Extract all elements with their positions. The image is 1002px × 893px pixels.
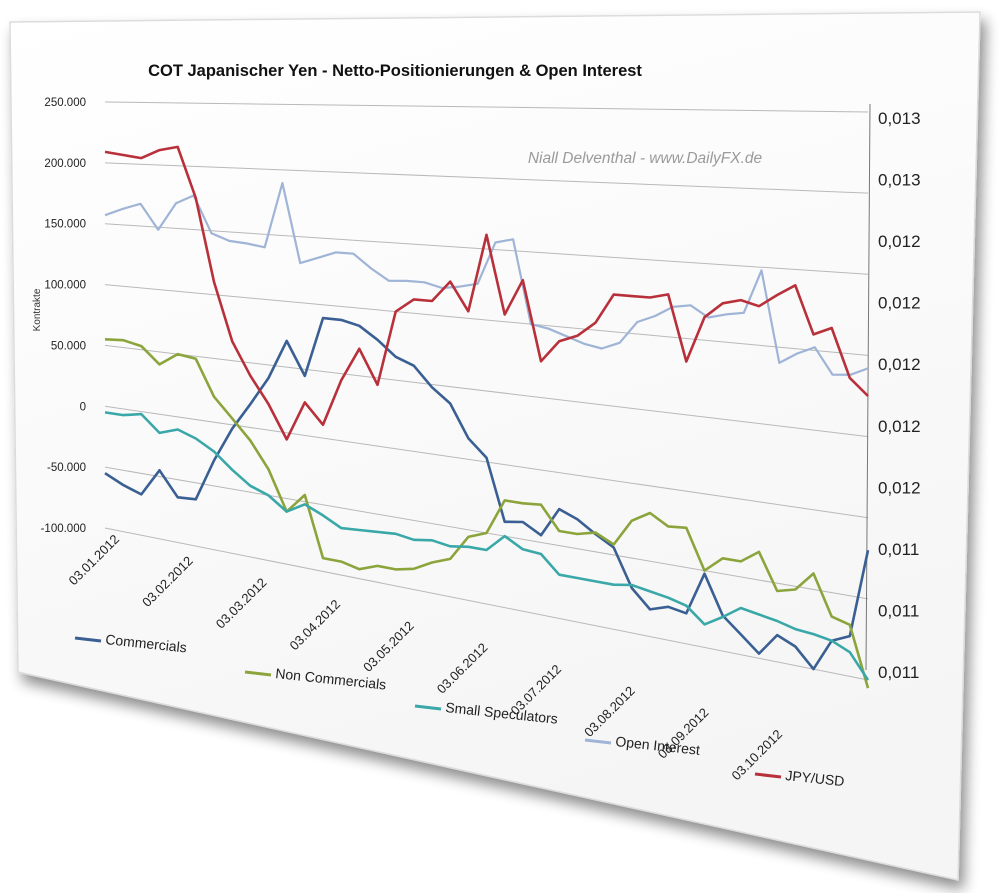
legend-swatch-commercials [74, 636, 102, 643]
y2-tick-label: 0,012 [878, 232, 921, 251]
y2-tick-label: 0,011 [878, 540, 919, 559]
y-axis-label: Kontrakte [32, 288, 43, 331]
y-tick-label: 200.000 [44, 158, 86, 170]
series-line-open-interest [104, 181, 869, 376]
legend-swatch-jpy-usd [754, 772, 782, 779]
legend-swatch-non-commercials [244, 670, 272, 677]
y-tick-label: -50.000 [47, 462, 86, 474]
y2-tick-label: 0,011 [878, 663, 919, 682]
y-tick-label: 250.000 [44, 97, 86, 109]
y-axis-ticks: 250.000 200.000 150.000 100.000 50.000 0 -50.0… [41, 97, 86, 535]
y-tick-label: -100.000 [41, 523, 86, 535]
y-tick-label: 100.000 [44, 280, 86, 292]
y-tick-label: 0 [80, 401, 86, 413]
y-tick-label: 50.000 [51, 340, 86, 352]
y2-tick-label: 0,012 [878, 417, 921, 436]
y2-tick-label: 0,011 [878, 601, 919, 620]
y2-tick-label: 0,013 [878, 109, 921, 128]
legend-swatch-open-interest [584, 738, 612, 745]
y2-tick-label: 0,012 [878, 478, 921, 497]
legend-swatch-small-speculators [414, 704, 442, 711]
gridline [104, 284, 869, 356]
chart-card [9, 11, 981, 881]
series-line-jpy-usd [104, 145, 869, 441]
y2-axis-ticks: 0,013 0,013 0,012 0,012 0,012 0,012 0,012 0,011… [878, 109, 921, 682]
series-lines [104, 145, 870, 689]
right-axis-line [865, 103, 871, 671]
series-line-small-speculators [104, 411, 870, 681]
legend-label-jpy-usd: JPY/USD [785, 767, 845, 789]
gridline [104, 162, 869, 194]
y2-tick-label: 0,012 [878, 355, 921, 374]
y2-tick-label: 0,012 [878, 294, 921, 313]
gridline [104, 344, 869, 438]
gridline [104, 223, 869, 275]
y2-tick-label: 0,013 [878, 171, 921, 190]
gridline [104, 527, 869, 681]
y-tick-label: 150.000 [44, 219, 86, 231]
watermark: Niall Delventhal - www.DailyFX.de [528, 150, 763, 167]
gridline [104, 101, 869, 113]
series-line-non-commercials [104, 338, 870, 689]
series-line-commercials [104, 316, 870, 671]
chart-title: COT Japanischer Yen - Netto-Positionieru… [148, 62, 642, 80]
